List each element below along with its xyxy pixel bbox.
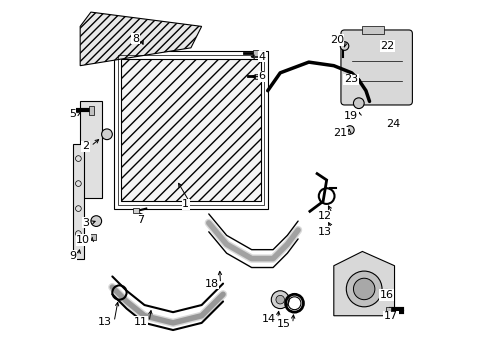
- Circle shape: [346, 271, 381, 307]
- Text: 5: 5: [69, 109, 76, 119]
- Bar: [133, 207, 139, 213]
- Text: 7: 7: [137, 215, 144, 225]
- Bar: [114, 51, 267, 208]
- Text: 13: 13: [98, 317, 112, 327]
- Circle shape: [345, 126, 353, 134]
- Text: 19: 19: [343, 111, 357, 121]
- Text: 18: 18: [204, 279, 218, 289]
- Bar: [118, 55, 264, 205]
- Polygon shape: [80, 12, 201, 66]
- Text: 11: 11: [133, 317, 147, 327]
- Circle shape: [102, 129, 112, 140]
- Polygon shape: [333, 251, 394, 316]
- Text: 10: 10: [76, 235, 90, 245]
- Text: 1: 1: [182, 199, 189, 209]
- Text: 9: 9: [69, 251, 77, 261]
- Bar: [121, 59, 260, 202]
- Bar: [253, 50, 257, 57]
- Text: 16: 16: [379, 290, 393, 300]
- Text: 21: 21: [333, 128, 346, 138]
- Text: 8: 8: [132, 34, 139, 44]
- Circle shape: [340, 42, 348, 50]
- FancyBboxPatch shape: [340, 30, 411, 105]
- Text: 15: 15: [276, 319, 290, 329]
- Circle shape: [353, 278, 374, 300]
- Text: 4: 4: [258, 52, 264, 62]
- Polygon shape: [73, 144, 83, 258]
- Text: 17: 17: [383, 311, 397, 321]
- Polygon shape: [80, 102, 102, 198]
- Bar: [89, 106, 94, 114]
- Circle shape: [353, 98, 364, 109]
- Text: 23: 23: [343, 74, 357, 84]
- Text: 12: 12: [317, 211, 331, 221]
- Text: 20: 20: [329, 35, 343, 45]
- Bar: [385, 307, 390, 314]
- Text: 13: 13: [317, 227, 331, 237]
- Text: 22: 22: [380, 41, 394, 51]
- Circle shape: [275, 296, 284, 304]
- Text: 24: 24: [386, 118, 400, 129]
- Text: 6: 6: [258, 71, 264, 81]
- Circle shape: [91, 216, 102, 226]
- Text: 3: 3: [82, 218, 89, 228]
- Bar: [362, 26, 383, 33]
- Circle shape: [271, 291, 288, 309]
- Bar: [89, 234, 96, 240]
- Text: 2: 2: [82, 141, 89, 151]
- Bar: [255, 73, 259, 79]
- Text: 14: 14: [261, 314, 275, 324]
